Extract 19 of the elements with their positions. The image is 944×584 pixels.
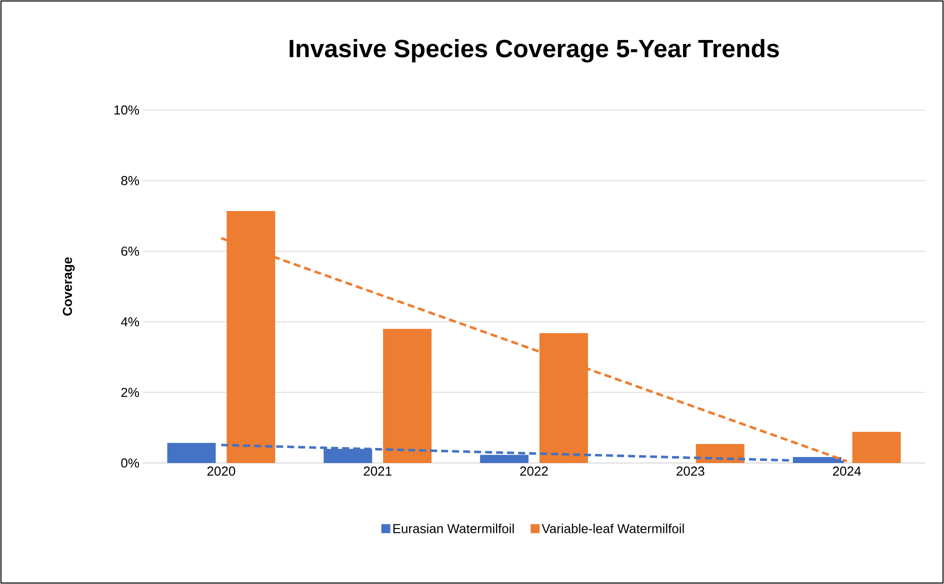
legend-label: Eurasian Watermilfoil <box>393 524 514 534</box>
y-tick-label: 0% <box>121 458 140 468</box>
y-axis-title: Coverage <box>62 257 75 316</box>
bar <box>167 442 216 463</box>
y-tick-label: 4% <box>120 317 140 326</box>
bar <box>852 432 901 463</box>
y-tick-label: 10% <box>114 105 140 115</box>
x-tick-label: 2021 <box>364 466 392 476</box>
bar <box>696 444 744 463</box>
chart-title: Invasive Species Coverage 5-Year Trends <box>290 39 779 62</box>
x-tick-label: 2023 <box>676 466 704 476</box>
y-tick-label: 6% <box>121 246 140 256</box>
bar <box>383 328 432 463</box>
y-tick-label: 2% <box>121 388 140 397</box>
y-tick-label: 8% <box>121 176 140 186</box>
legend-label: Variable-leaf Watermilfoil <box>542 524 684 534</box>
x-tick-label: 2022 <box>520 466 548 476</box>
x-tick-label: 2024 <box>833 466 861 476</box>
x-tick-label: 2020 <box>207 466 236 476</box>
